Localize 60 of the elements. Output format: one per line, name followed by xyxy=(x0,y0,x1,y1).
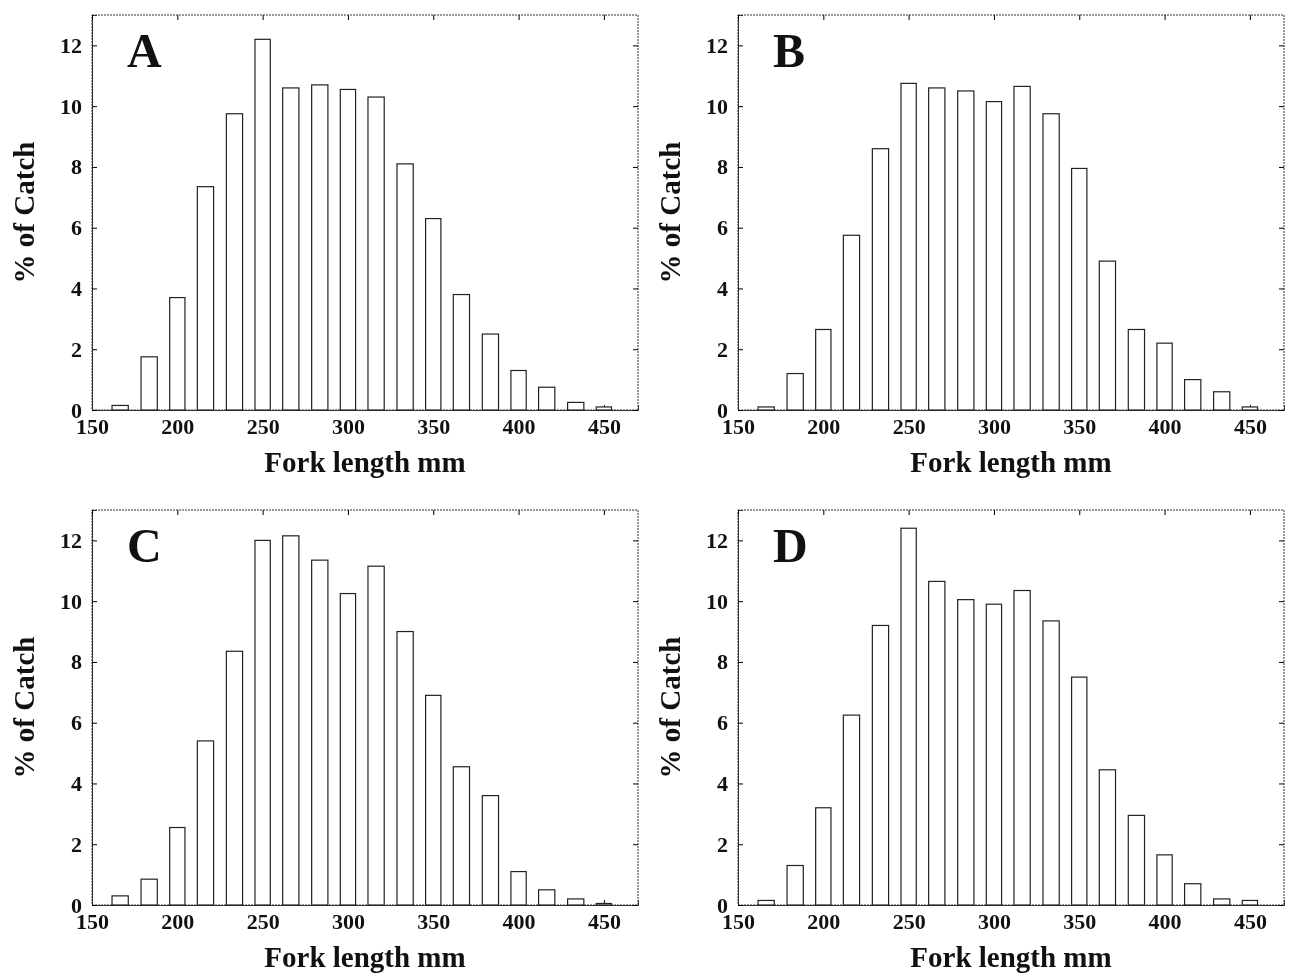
x-tick-label: 250 xyxy=(246,413,280,439)
x-axis-title: Fork length mm xyxy=(910,446,1112,478)
y-tick-label: 2 xyxy=(717,831,728,857)
x-tick-label: 250 xyxy=(892,908,926,934)
x-tick-label: 300 xyxy=(331,908,365,934)
y-tick-label: 8 xyxy=(717,154,728,180)
x-tick-label: 250 xyxy=(246,908,280,934)
y-tick-label: 6 xyxy=(717,215,728,241)
x-tick-label: 350 xyxy=(1063,908,1097,934)
y-tick-label: 10 xyxy=(60,588,82,614)
x-tick-label: 300 xyxy=(977,413,1011,439)
y-tick-label: 10 xyxy=(706,588,728,614)
y-tick-label: 10 xyxy=(60,93,82,119)
x-tick-label: 450 xyxy=(1233,413,1267,439)
y-axis-title: % of Catch xyxy=(654,636,686,779)
y-tick-label: 12 xyxy=(60,527,82,553)
x-tick-label: 400 xyxy=(502,413,536,439)
x-tick-label: 400 xyxy=(502,908,536,934)
x-axis-title: Fork length mm xyxy=(264,446,466,478)
x-tick-label: 400 xyxy=(1148,413,1182,439)
y-tick-label: 8 xyxy=(71,649,82,675)
x-tick-label: 200 xyxy=(161,908,195,934)
chart-title: A xyxy=(127,24,162,77)
x-tick-label: 200 xyxy=(161,413,195,439)
y-tick-label: 6 xyxy=(71,215,82,241)
y-tick-label: 2 xyxy=(717,336,728,362)
x-tick-label: 200 xyxy=(807,908,841,934)
y-tick-label: 4 xyxy=(717,276,728,301)
x-tick-label: 300 xyxy=(977,908,1011,934)
y-tick-label: 6 xyxy=(717,710,728,736)
y-tick-label: 10 xyxy=(706,93,728,119)
x-tick-label: 450 xyxy=(587,413,621,439)
y-tick-label: 4 xyxy=(717,771,728,796)
x-tick-label: 350 xyxy=(417,413,451,439)
y-tick-label: 4 xyxy=(71,771,82,796)
y-tick-label: 12 xyxy=(60,32,82,58)
x-tick-label: 350 xyxy=(417,908,451,934)
x-tick-label: 250 xyxy=(892,413,926,439)
y-tick-label: 6 xyxy=(71,710,82,736)
x-tick-label: 200 xyxy=(807,413,841,439)
x-axis-title: Fork length mm xyxy=(910,941,1112,973)
y-tick-label: 12 xyxy=(706,32,728,58)
chart-title: D xyxy=(773,519,808,572)
x-tick-label: 450 xyxy=(587,908,621,934)
y-tick-label: 2 xyxy=(71,336,82,362)
y-tick-label: 8 xyxy=(71,154,82,180)
x-tick-label: 300 xyxy=(331,413,365,439)
y-axis-title: % of Catch xyxy=(654,141,686,284)
x-tick-label: 350 xyxy=(1063,413,1097,439)
chart-title: C xyxy=(127,519,162,572)
y-tick-label: 12 xyxy=(706,527,728,553)
x-axis-title: Fork length mm xyxy=(264,941,466,973)
y-axis-title: % of Catch xyxy=(8,141,40,284)
x-tick-label: 400 xyxy=(1148,908,1182,934)
chart-title: B xyxy=(773,24,806,77)
y-axis-title: % of Catch xyxy=(8,636,40,779)
y-tick-label: 8 xyxy=(717,649,728,675)
x-tick-label: 450 xyxy=(1233,908,1267,934)
y-tick-label: 2 xyxy=(71,831,82,857)
y-tick-label: 4 xyxy=(71,276,82,301)
